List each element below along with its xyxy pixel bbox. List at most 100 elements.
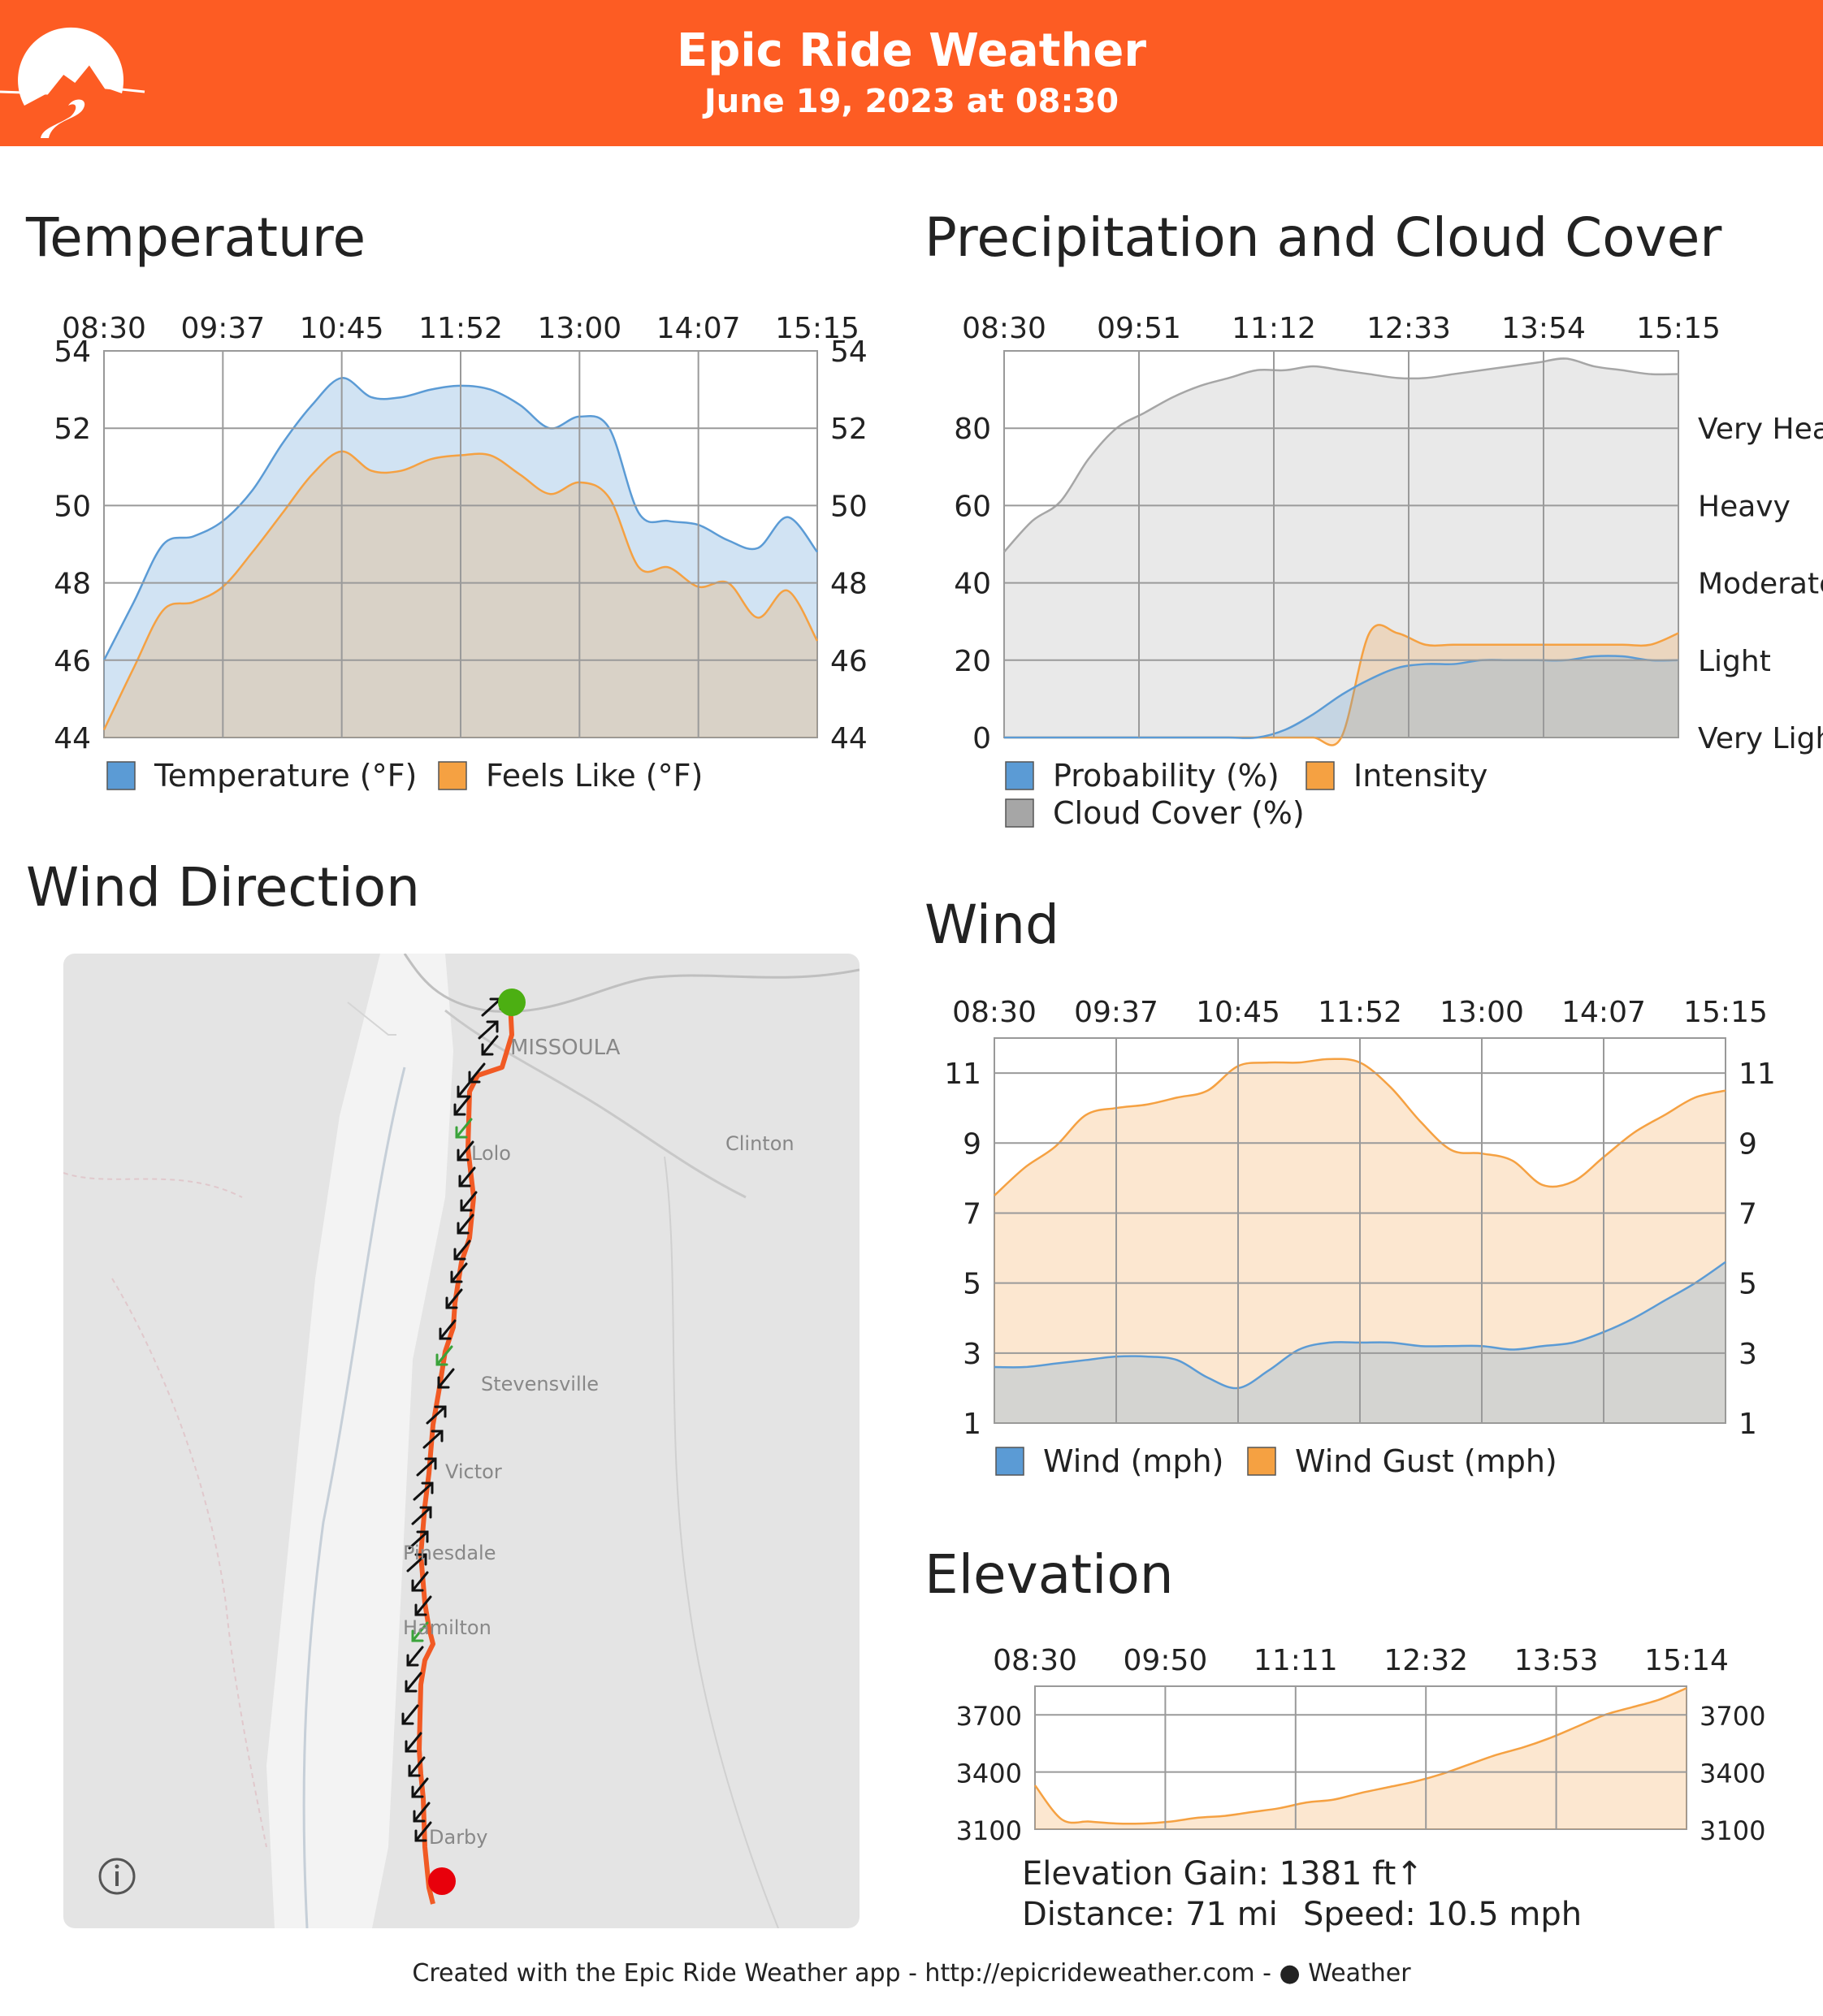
legend-label: Temperature (°F) [154,758,417,794]
header-bar: Epic Ride Weather June 19, 2023 at 08:30 [0,0,1823,146]
wind-arrow-icon [445,1288,463,1309]
x-tick-label: 11:52 [418,312,503,345]
y-tick-label: 3 [963,1338,981,1371]
elevation-chart: 08:30 09:50 11:11 12:32 13:53 15:14 3100 3100 34… [956,1644,1766,1846]
y-tick-label-right: 3400 [1700,1759,1765,1789]
wind-arrow-icon [478,1020,499,1040]
x-tick-label: 13:00 [537,312,621,345]
y-tick-label: 44 [54,722,91,755]
intensity-label: Light [1698,645,1771,678]
wind-arrow-icon [453,1239,471,1261]
x-tick-label: 10:45 [1196,996,1280,1029]
footer-weather: Weather [1308,1959,1411,1988]
legend-label: Intensity [1353,758,1487,794]
x-tick-label: 09:37 [1074,996,1158,1029]
y-tick-label: 11 [944,1058,981,1091]
wind-arrow-icon [460,1191,478,1212]
start-marker [498,989,526,1016]
legend-swatch [106,761,136,790]
y-tick-label: 50 [54,490,91,523]
report-date: June 19, 2023 at 08:30 [704,83,1119,120]
info-icon[interactable] [98,1858,136,1895]
y-tick-label-right: 3700 [1700,1701,1765,1732]
wind-arrow-icon [408,1530,429,1550]
y-tick-label-right: 9 [1739,1127,1757,1161]
plot-frame [1003,350,1679,738]
x-tick-label: 15:14 [1644,1644,1729,1677]
x-tick-label: 15:15 [775,312,860,345]
precipitation-chart: 08:30 09:51 11:12 12:33 13:54 15:15 0 20 40 60 80 V… [954,312,1823,831]
y-tick-label-right: 11 [1739,1058,1776,1091]
wind-arrow-icon [458,1166,476,1188]
wind-direction-map[interactable]: MISSOULA Clinton Lolo Stevensville Victo… [63,954,860,1928]
y-tick-label: 80 [954,413,991,446]
y-tick-label: 40 [954,568,991,601]
y-tick-label: 3700 [956,1701,1022,1732]
series-line [1034,1687,1687,1825]
wind-arrow-icon [405,1672,422,1693]
wind-arrow-icon [437,1368,455,1389]
x-tick-label: 15:15 [1683,996,1768,1029]
wind-title: Wind [924,893,1059,956]
legend-label: Wind Gust (mph) [1295,1443,1557,1479]
apple-logo-icon: ● [1279,1959,1309,1988]
x-tick-label: 11:11 [1254,1644,1338,1677]
wind-arrow-icon [401,1704,419,1725]
x-tick-label: 10:45 [300,312,384,345]
y-tick-label: 3400 [956,1759,1022,1789]
wind-arrow-icon [416,1457,437,1477]
series-area [1004,625,1678,746]
precipitation-title: Precipitation and Cloud Cover [924,206,1722,269]
x-tick-label: 13:53 [1514,1644,1599,1677]
app-title: Epic Ride Weather [677,24,1146,77]
wind-arrow-icon [411,1571,429,1592]
wind-arrow-icon [453,1095,471,1116]
y-tick-label-right: 44 [830,722,868,755]
y-tick-label: 46 [54,645,91,678]
map-label-missoula: MISSOULA [510,1036,621,1060]
wind-arrow-icon [450,1262,468,1283]
speed-value: Speed: 10.5 mph [1303,1896,1583,1933]
wind-direction-title: Wind Direction [26,856,421,919]
y-tick-label: 0 [972,722,991,755]
x-tick-label: 08:30 [952,996,1037,1029]
wind-arrow-icon [411,1777,429,1798]
x-tick-label: 12:32 [1383,1644,1468,1677]
series-area [1004,358,1678,738]
legend-label: Probability (%) [1053,758,1280,794]
y-tick-label-right: 48 [830,568,868,601]
series-area [1004,655,1678,738]
intensity-label: Very Light [1698,722,1823,755]
legend-swatch [438,761,467,790]
y-tick-label-right: 50 [830,490,868,523]
y-tick-label-right: 5 [1739,1268,1757,1301]
legend-swatch [1247,1447,1276,1476]
y-tick-label-right: 3100 [1700,1815,1765,1846]
y-tick-label: 48 [54,568,91,601]
x-tick-label: 09:50 [1124,1644,1208,1677]
intensity-label: Heavy [1698,490,1791,523]
wind-arrow-icon [413,1482,434,1501]
wind-arrow-icon [405,1732,422,1753]
map-label-lolo: Lolo [471,1142,511,1165]
y-tick-label: 1 [963,1408,981,1441]
intensity-label: Moderate [1698,568,1823,601]
y-tick-label: 9 [963,1127,981,1161]
map-label-darby: Darby [429,1826,488,1849]
x-tick-label: 14:07 [1561,996,1646,1029]
series-area [1035,1688,1687,1829]
legend-swatch [995,1447,1024,1476]
y-tick-label: 60 [954,490,991,523]
y-tick-label: 20 [954,645,991,678]
wind-arrow-icon [422,1430,444,1449]
x-tick-label: 08:30 [993,1644,1077,1677]
x-tick-label: 11:52 [1318,996,1402,1029]
footer: Created with the Epic Ride Weather app -… [0,1959,1823,1988]
wind-arrow-icon [414,1821,432,1842]
y-tick-label: 3100 [956,1815,1022,1846]
legend-label: Cloud Cover (%) [1053,795,1305,831]
map-label-clinton: Clinton [725,1132,795,1155]
legend-swatch [1306,761,1335,790]
distance-value: Distance: 71 mi [1022,1896,1278,1933]
elevation-title: Elevation [924,1543,1174,1606]
